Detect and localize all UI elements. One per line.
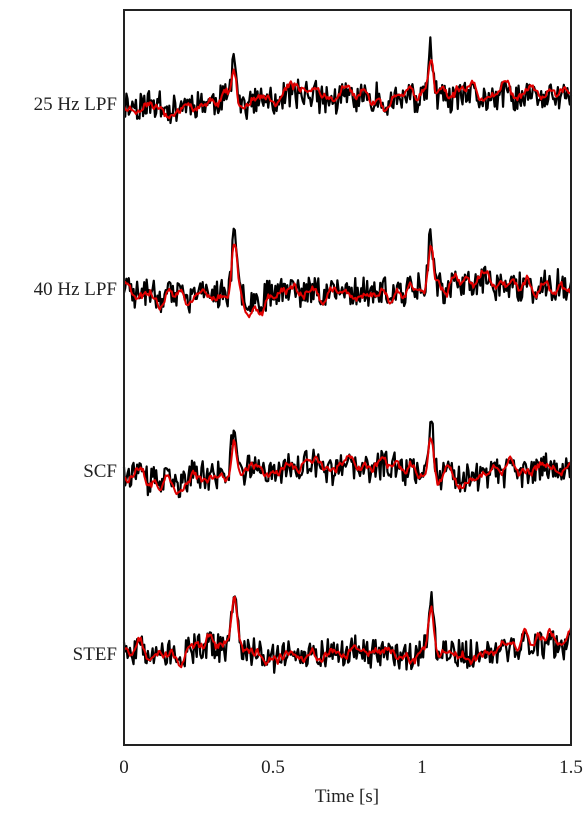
x-axis: 0 0.5 1 1.5: [119, 757, 583, 778]
row-label-2: 40 Hz LPF: [34, 279, 117, 300]
filtered-trace-1: [123, 59, 572, 120]
x-axis-title: Time [s]: [315, 786, 379, 807]
plot-frame: [123, 9, 572, 746]
filtered-trace-4: [123, 595, 572, 669]
row-label-1: 25 Hz LPF: [34, 94, 117, 115]
raw-trace-3: [122, 420, 573, 499]
raw-trace-2: [122, 227, 573, 314]
x-tick-label-1: 0: [119, 757, 129, 778]
raw-trace-4: [122, 591, 572, 674]
filtered-trace-2: [123, 243, 572, 319]
row-labels: 25 Hz LPF 40 Hz LPF SCF STEF: [34, 94, 117, 665]
row-label-4: STEF: [73, 644, 117, 665]
filtered-trace-3: [123, 436, 572, 496]
row-label-3: SCF: [83, 461, 117, 482]
traces-group: [122, 36, 573, 674]
raw-trace-1: [122, 36, 573, 125]
x-tick-label-4: 1.5: [559, 757, 583, 778]
x-tick-label-2: 0.5: [261, 757, 285, 778]
x-tick-label-3: 1: [417, 757, 427, 778]
